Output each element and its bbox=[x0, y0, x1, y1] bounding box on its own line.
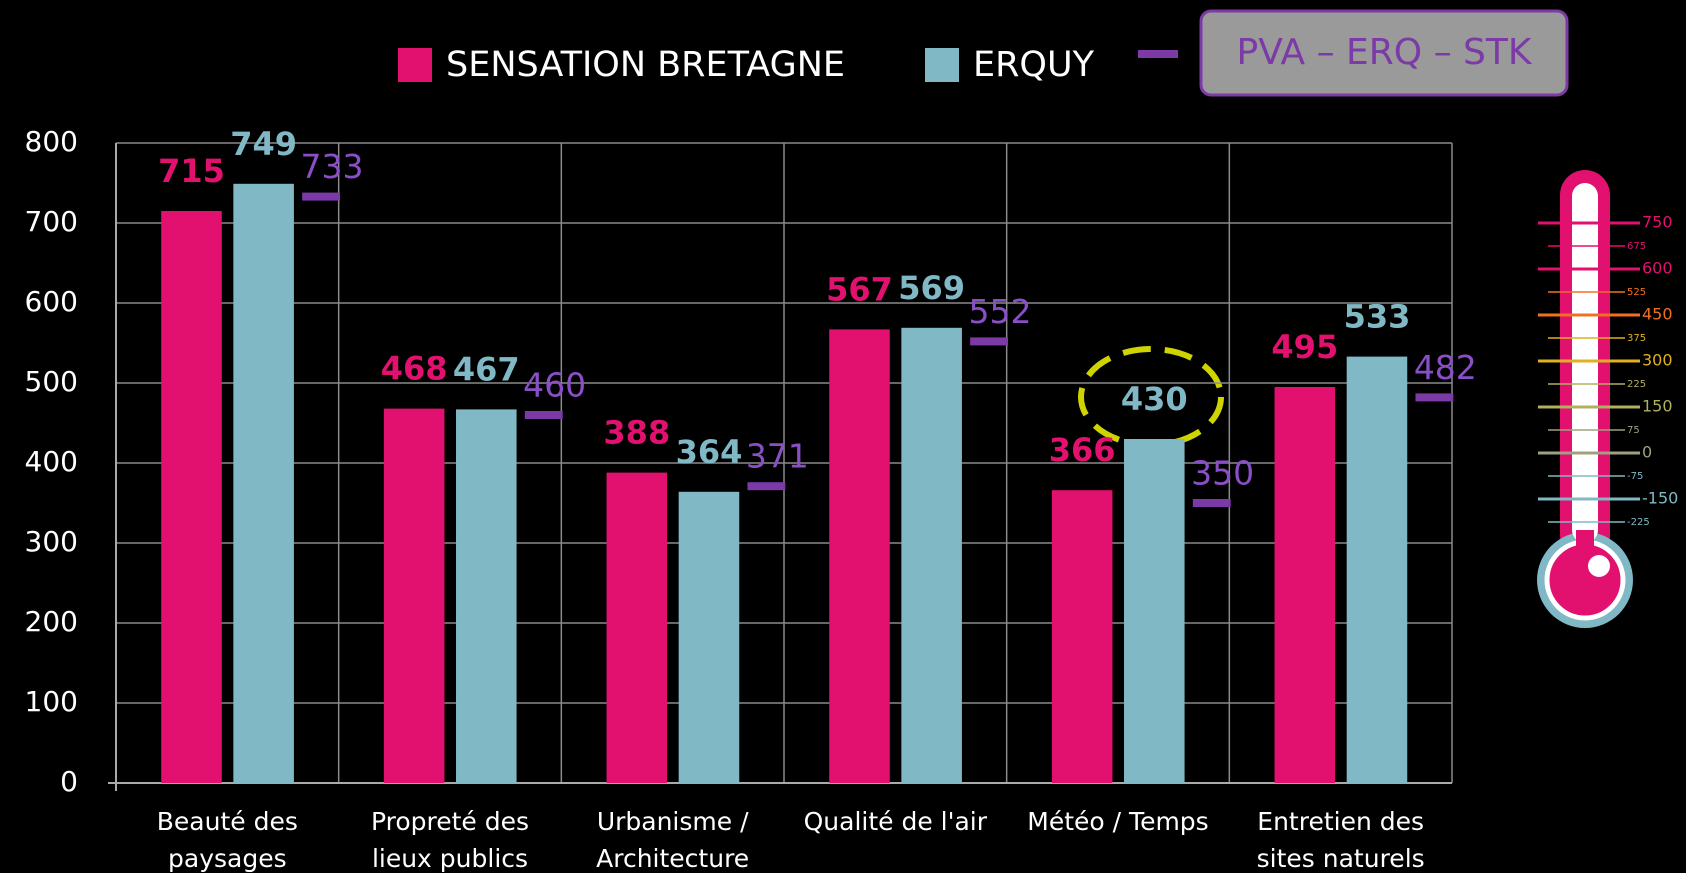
legend-label: ERQUY bbox=[973, 45, 1095, 85]
x-tick-label: Qualité de l'air bbox=[803, 807, 988, 836]
y-tick-label: 100 bbox=[25, 685, 78, 718]
legend-swatch bbox=[925, 48, 959, 82]
bar bbox=[456, 409, 517, 783]
dash-marker bbox=[1415, 393, 1454, 402]
legend-label: PVA – ERQ – STK bbox=[1237, 32, 1533, 73]
bar bbox=[901, 327, 962, 783]
bar bbox=[678, 491, 740, 783]
value-label: 371 bbox=[746, 437, 809, 476]
value-label: 749 bbox=[230, 125, 297, 163]
dash-marker bbox=[302, 192, 341, 201]
y-tick-label: 400 bbox=[25, 445, 78, 478]
thermo-label: -150 bbox=[1642, 489, 1678, 508]
thermo-label-minor: 525 bbox=[1627, 287, 1646, 298]
y-tick-label: 0 bbox=[60, 765, 78, 798]
thermo-label-minor: 675 bbox=[1627, 241, 1646, 252]
value-label: 733 bbox=[300, 147, 363, 186]
thermo-label-minor: -75 bbox=[1627, 471, 1643, 482]
x-tick-label: Météo / Temps bbox=[1027, 807, 1209, 836]
value-label: 715 bbox=[158, 152, 225, 190]
value-label: 366 bbox=[1049, 431, 1116, 469]
bar bbox=[1051, 490, 1113, 783]
value-label: 467 bbox=[453, 350, 520, 388]
thermo-label: 450 bbox=[1642, 305, 1673, 324]
x-tick-label: Urbanisme / Architecture bbox=[596, 807, 750, 873]
bar bbox=[829, 329, 890, 783]
y-tick-label: 800 bbox=[25, 125, 78, 158]
thermo-label-minor: -225 bbox=[1627, 517, 1650, 528]
value-label: 552 bbox=[968, 292, 1031, 331]
value-label: 430 bbox=[1121, 380, 1188, 418]
x-tick-label: Entretien des sites naturels bbox=[1256, 807, 1425, 873]
bar bbox=[233, 183, 294, 784]
thermo-label: 300 bbox=[1642, 351, 1673, 370]
bar bbox=[606, 472, 668, 783]
thermo-label: 600 bbox=[1642, 259, 1673, 278]
legend-swatch bbox=[1138, 50, 1178, 58]
x-tick-label: Propreté des lieux publics bbox=[370, 807, 530, 873]
x-tick-label: Beauté des paysages bbox=[156, 807, 298, 873]
value-label: 364 bbox=[676, 433, 743, 471]
legend-box bbox=[1199, 9, 1569, 97]
y-tick-label: 600 bbox=[25, 285, 78, 318]
thermo-label: 150 bbox=[1642, 397, 1673, 416]
thermo-label-minor: 225 bbox=[1627, 379, 1646, 390]
bar bbox=[1274, 387, 1336, 783]
bar bbox=[1124, 439, 1185, 783]
value-label: 495 bbox=[1271, 328, 1338, 366]
bar bbox=[1346, 356, 1408, 783]
value-label: 569 bbox=[898, 269, 965, 307]
bar bbox=[383, 408, 445, 783]
dash-marker bbox=[970, 337, 1009, 346]
y-tick-label: 300 bbox=[25, 525, 78, 558]
value-label: 388 bbox=[603, 414, 670, 452]
y-tick-label: 200 bbox=[25, 605, 78, 638]
value-label: 350 bbox=[1191, 454, 1254, 493]
value-label: 468 bbox=[381, 350, 448, 388]
dash-marker bbox=[747, 482, 786, 491]
dash-marker bbox=[524, 411, 563, 419]
value-label: 460 bbox=[523, 366, 586, 405]
legend-label: SENSATION BRETAGNE bbox=[446, 45, 845, 85]
bar bbox=[161, 211, 222, 783]
thermo-label-minor: 375 bbox=[1627, 333, 1646, 344]
thermo-label: 0 bbox=[1642, 443, 1652, 462]
y-tick-label: 700 bbox=[25, 205, 78, 238]
value-label: 482 bbox=[1414, 348, 1477, 387]
thermo-label-minor: 75 bbox=[1627, 425, 1640, 436]
value-label: 567 bbox=[826, 270, 893, 308]
thermo-label: 750 bbox=[1642, 213, 1673, 232]
y-tick-label: 500 bbox=[25, 365, 78, 398]
legend-swatch bbox=[398, 48, 432, 82]
dash-marker bbox=[1192, 499, 1231, 507]
thermometer bbox=[1537, 170, 1633, 628]
value-label: 533 bbox=[1344, 298, 1411, 336]
